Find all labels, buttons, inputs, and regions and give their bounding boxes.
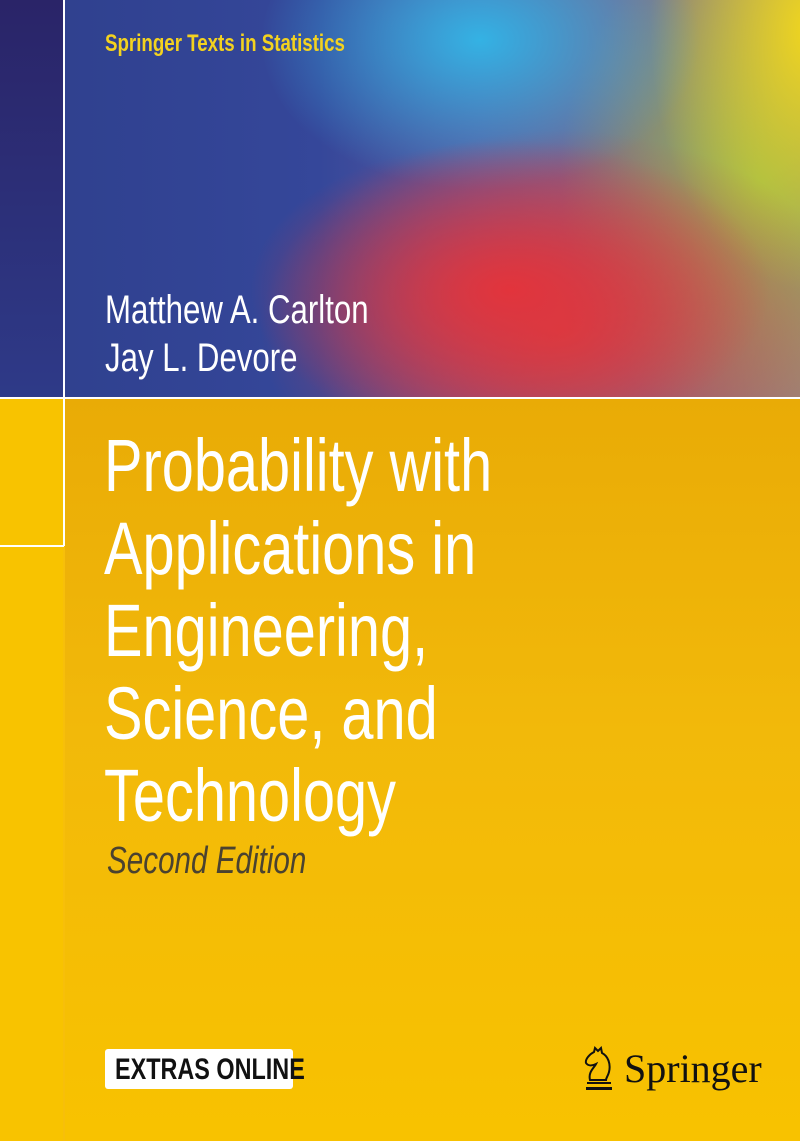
- title-line: Applications in: [104, 506, 477, 590]
- chess-knight-icon: [584, 1045, 612, 1090]
- title-line: Engineering,: [104, 589, 429, 672]
- gradient-header-art: [0, 0, 800, 397]
- short-divider: [0, 545, 64, 547]
- vertical-divider: [63, 0, 65, 546]
- horizontal-divider: [0, 397, 800, 399]
- series-name: Springer Texts in Statistics: [105, 30, 345, 57]
- yellow-panel: [65, 399, 800, 1141]
- title-line: Science, and: [104, 671, 438, 755]
- title-line: Technology: [104, 754, 397, 837]
- left-strip: [0, 0, 63, 397]
- book-title: Probability with Applications in Enginee…: [104, 424, 602, 838]
- extras-online-badge: EXTRAS ONLINE: [105, 1049, 305, 1089]
- author-1: Matthew A. Carlton: [105, 288, 369, 332]
- edition: Second Edition: [107, 840, 307, 882]
- author-2: Jay L. Devore: [105, 336, 298, 380]
- left-strip-bottom: [0, 399, 63, 1141]
- title-line: Probability with: [104, 424, 493, 507]
- springer-logo: Springer: [582, 1045, 762, 1092]
